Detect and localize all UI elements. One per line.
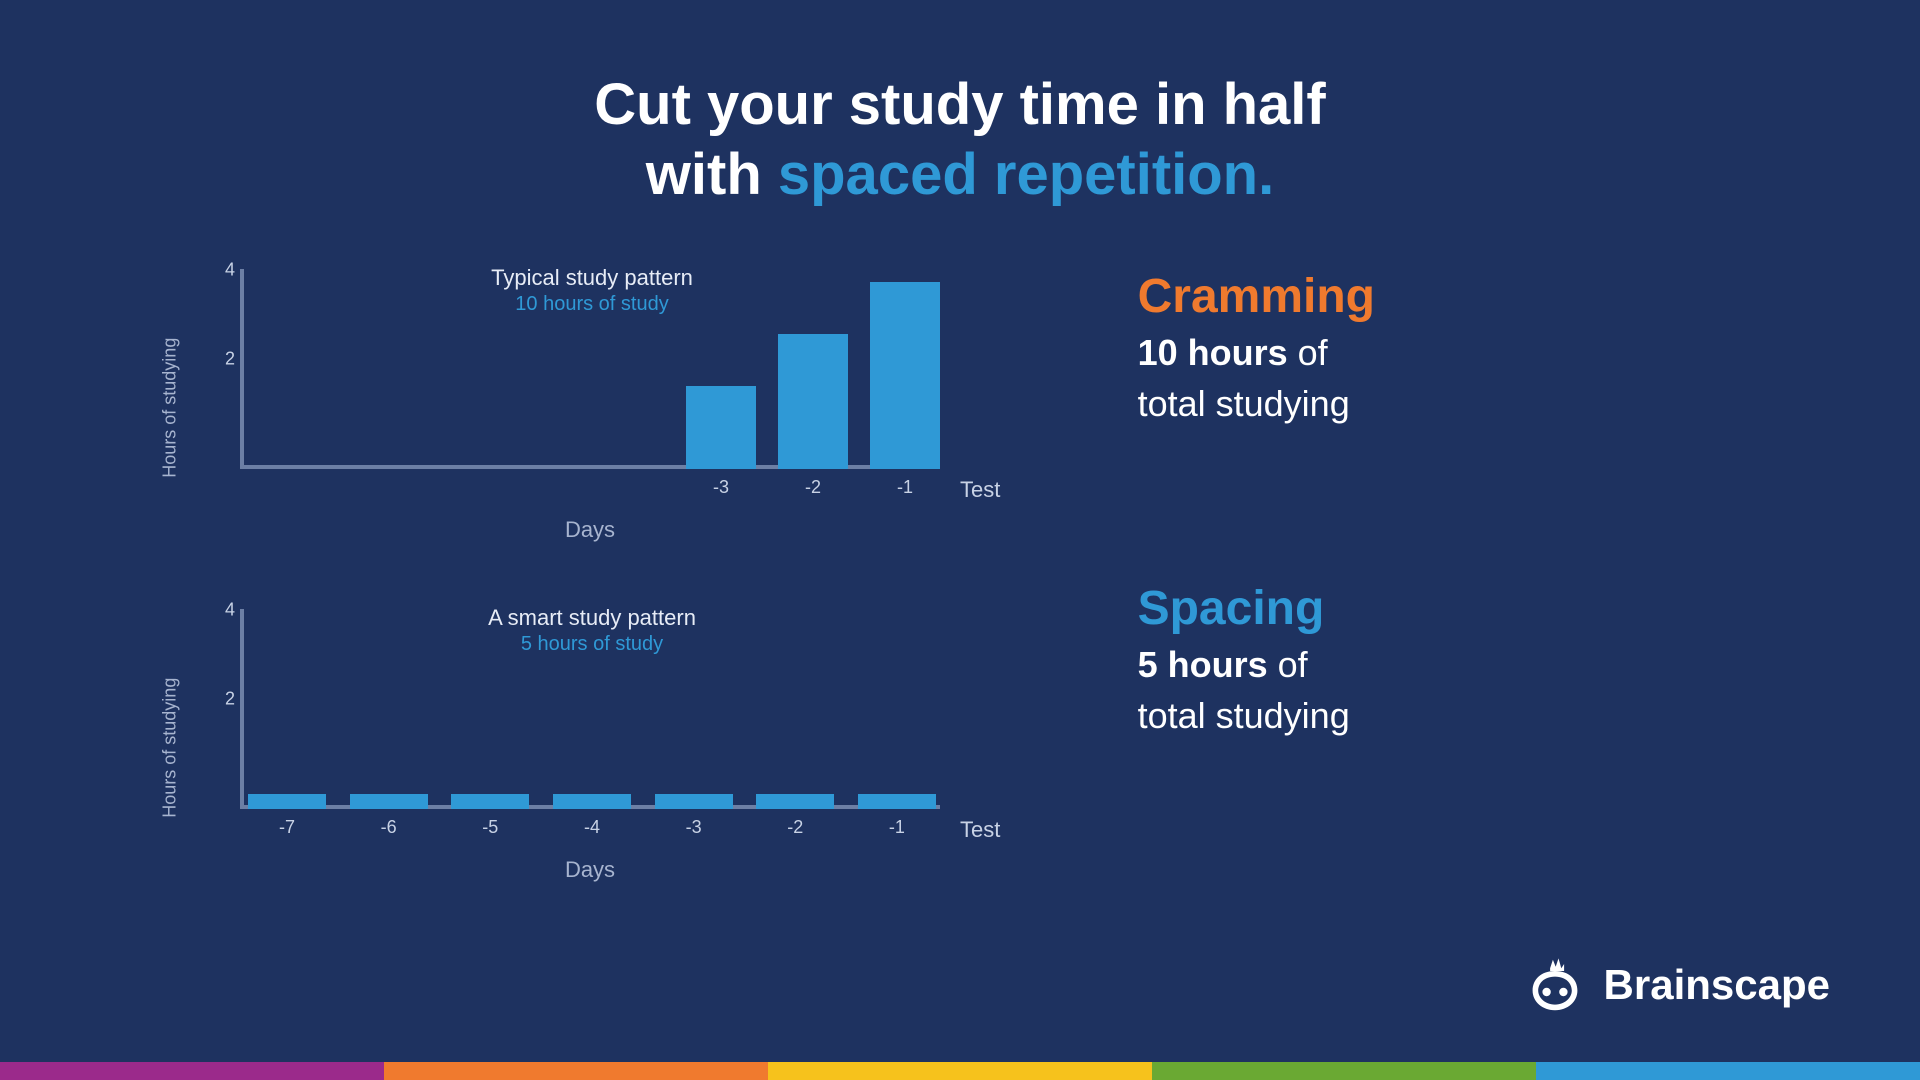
brand: Brainscape xyxy=(1520,950,1830,1020)
x-tick: -7 xyxy=(248,817,326,838)
footer-color-bar xyxy=(0,1062,1920,1080)
headline-line1: Cut your study time in half xyxy=(0,70,1920,140)
brand-name: Brainscape xyxy=(1604,961,1830,1009)
footer-color-segment xyxy=(1536,1062,1920,1080)
bar xyxy=(655,794,733,809)
y-ticks: 24 xyxy=(210,609,235,809)
y-axis-label: Hours of studying xyxy=(160,338,181,478)
x-tick: -6 xyxy=(350,817,428,838)
x-ticks: -7 -6 -5 -4 -3 -2 -1 xyxy=(244,817,940,838)
bars xyxy=(244,273,940,469)
content: Hours of studying 24 Typical study patte… xyxy=(0,209,1920,939)
x-tick: -4 xyxy=(553,817,631,838)
summary-line: 5 hours of xyxy=(1138,642,1820,687)
y-tick: 4 xyxy=(225,600,235,621)
y-axis-label: Hours of studying xyxy=(160,678,181,818)
footer-color-segment xyxy=(0,1062,384,1080)
bar xyxy=(451,794,529,809)
bar xyxy=(248,794,326,809)
summary-title: Cramming xyxy=(1138,269,1820,324)
x-tick: -2 xyxy=(778,477,848,498)
x-tick: -3 xyxy=(655,817,733,838)
y-tick: 2 xyxy=(225,349,235,370)
summary-spacing: Spacing 5 hours of total studying xyxy=(1138,581,1820,738)
bar xyxy=(756,794,834,809)
bar xyxy=(350,794,428,809)
y-tick: 4 xyxy=(225,260,235,281)
bar xyxy=(870,282,940,469)
footer-color-segment xyxy=(384,1062,768,1080)
charts-column: Hours of studying 24 Typical study patte… xyxy=(100,259,1098,939)
x-axis-label: Days xyxy=(240,517,940,543)
x-axis-final-label: Test xyxy=(960,817,1000,843)
brainscape-logo-icon xyxy=(1520,950,1590,1020)
y-ticks: 24 xyxy=(210,269,235,469)
headline-accent: spaced repetition. xyxy=(778,142,1274,207)
footer-color-segment xyxy=(768,1062,1152,1080)
bar xyxy=(858,794,936,809)
summaries-column: Cramming 10 hours of total studying Spac… xyxy=(1098,259,1820,939)
chart-cramming: Hours of studying 24 Typical study patte… xyxy=(100,259,1098,569)
summary-line: total studying xyxy=(1138,381,1820,426)
x-tick: -2 xyxy=(756,817,834,838)
x-tick: -3 xyxy=(686,477,756,498)
headline-line2: with spaced repetition. xyxy=(0,140,1920,210)
footer-color-segment xyxy=(1152,1062,1536,1080)
chart-spacing: Hours of studying 24 A smart study patte… xyxy=(100,599,1098,909)
summary-title: Spacing xyxy=(1138,581,1820,636)
x-tick: -1 xyxy=(858,817,936,838)
bar xyxy=(686,386,756,469)
headline: Cut your study time in half with spaced … xyxy=(0,0,1920,209)
x-tick: -1 xyxy=(870,477,940,498)
x-tick: -5 xyxy=(451,817,529,838)
x-axis-final-label: Test xyxy=(960,477,1000,503)
summary-cramming: Cramming 10 hours of total studying xyxy=(1138,269,1820,426)
summary-line: total studying xyxy=(1138,693,1820,738)
y-tick: 2 xyxy=(225,689,235,710)
bar xyxy=(778,334,848,469)
bar xyxy=(553,794,631,809)
bars xyxy=(244,613,940,809)
summary-line: 10 hours of xyxy=(1138,330,1820,375)
x-axis-label: Days xyxy=(240,857,940,883)
x-ticks: -3 -2 -1 xyxy=(244,477,940,498)
